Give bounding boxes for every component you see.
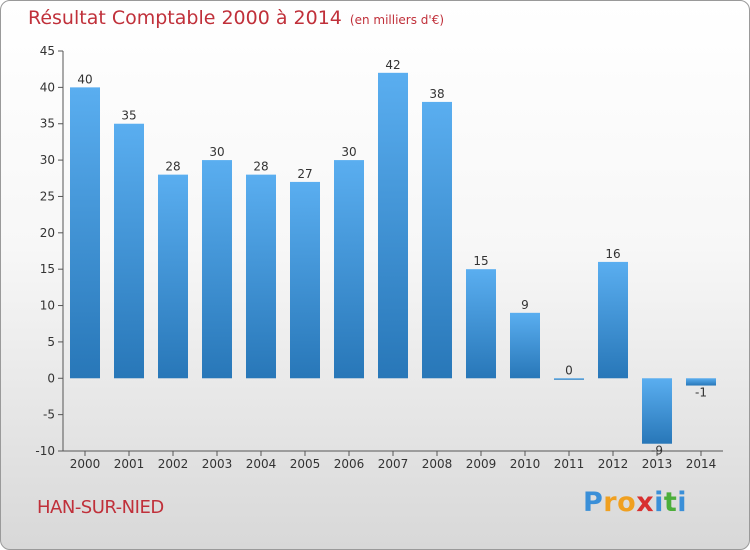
y-tick-label: 10 <box>40 299 55 313</box>
x-tick-label: 2003 <box>202 457 233 471</box>
bar <box>290 181 320 379</box>
y-tick-label: 35 <box>40 117 55 131</box>
logo-letter: i <box>677 487 688 518</box>
data-label: 16 <box>605 247 620 261</box>
data-label: 28 <box>253 160 268 174</box>
y-tick-label: 30 <box>40 153 55 167</box>
bar <box>114 123 144 379</box>
data-label: 30 <box>209 145 224 159</box>
x-tick-label: 2010 <box>510 457 541 471</box>
data-label: 40 <box>77 72 92 86</box>
data-label: 42 <box>385 58 400 72</box>
x-tick-label: 2006 <box>334 457 365 471</box>
x-tick-label: 2005 <box>290 457 321 471</box>
x-tick-label: 2001 <box>114 457 145 471</box>
bar <box>554 378 584 380</box>
bar <box>422 101 452 379</box>
bar <box>202 160 232 379</box>
bar <box>598 261 628 379</box>
bar <box>334 160 364 379</box>
data-label: 38 <box>429 87 444 101</box>
y-tick-label: 20 <box>40 226 55 240</box>
y-tick-label: 0 <box>47 371 55 385</box>
x-tick-label: 2009 <box>466 457 497 471</box>
x-tick-label: 2004 <box>246 457 277 471</box>
x-tick-label: 2000 <box>70 457 101 471</box>
bar <box>466 269 496 379</box>
x-tick-label: 2013 <box>642 457 673 471</box>
chart-unit: (en milliers d'€) <box>349 13 445 27</box>
bar <box>378 72 408 379</box>
x-tick-label: 2012 <box>598 457 629 471</box>
data-label: 30 <box>341 145 356 159</box>
logo-letter: i <box>654 487 664 518</box>
y-tick-label: 25 <box>40 189 55 203</box>
logo-letter: o <box>617 487 637 518</box>
y-tick-label: 45 <box>40 44 55 58</box>
data-label: 27 <box>297 167 312 181</box>
data-label: 15 <box>473 254 488 268</box>
data-label: 0 <box>565 363 573 377</box>
bar <box>158 174 188 379</box>
x-tick-label: 2011 <box>554 457 585 471</box>
x-tick-label: 2008 <box>422 457 453 471</box>
bar <box>246 174 276 379</box>
bar <box>70 87 100 379</box>
chart-title-text: Résultat Comptable 2000 à 2014 <box>28 7 342 29</box>
x-tick-label: 2002 <box>158 457 189 471</box>
y-tick-label: -10 <box>35 444 55 458</box>
data-label: 28 <box>165 160 180 174</box>
proxiti-logo: Proxiti <box>583 487 687 518</box>
bar <box>686 378 716 386</box>
logo-letter: P <box>583 487 604 518</box>
chart-title: Résultat Comptable 2000 à 2014 (en millie… <box>28 7 444 29</box>
bar <box>510 312 540 379</box>
data-label: -9 <box>651 444 663 458</box>
data-label: 9 <box>521 298 529 312</box>
commune-name: HAN-SUR-NIED <box>37 497 164 518</box>
data-label: -1 <box>695 386 707 400</box>
bar <box>642 378 672 444</box>
logo-letter: r <box>603 487 618 518</box>
logo-letter: t <box>663 487 678 518</box>
x-tick-label: 2014 <box>686 457 717 471</box>
data-label: 35 <box>121 109 136 123</box>
y-tick-label: 40 <box>40 80 55 94</box>
logo-letter: x <box>636 487 655 518</box>
y-tick-label: -5 <box>43 408 55 422</box>
y-tick-label: 5 <box>47 335 55 349</box>
y-tick-label: 15 <box>40 262 55 276</box>
x-tick-label: 2007 <box>378 457 409 471</box>
